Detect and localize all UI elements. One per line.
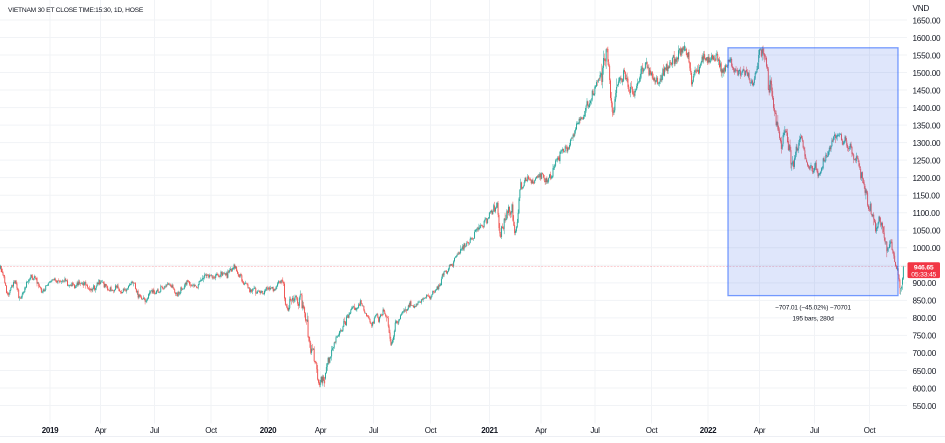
svg-text:1600.00: 1600.00 bbox=[913, 34, 942, 43]
svg-text:2022: 2022 bbox=[700, 426, 717, 435]
svg-text:900.00: 900.00 bbox=[913, 279, 937, 288]
svg-text:1550.00: 1550.00 bbox=[913, 51, 942, 60]
svg-text:Apr: Apr bbox=[535, 426, 547, 435]
svg-text:1150.00: 1150.00 bbox=[913, 192, 941, 201]
svg-text:1100.00: 1100.00 bbox=[913, 209, 941, 218]
svg-text:Jul: Jul bbox=[150, 426, 160, 435]
svg-text:650.00: 650.00 bbox=[913, 367, 937, 376]
svg-text:Apr: Apr bbox=[315, 426, 327, 435]
svg-text:1050.00: 1050.00 bbox=[913, 227, 942, 236]
svg-text:1650.00: 1650.00 bbox=[913, 16, 942, 25]
svg-text:946.65: 946.65 bbox=[914, 264, 934, 271]
svg-text:Jul: Jul bbox=[590, 426, 600, 435]
svg-text:VND: VND bbox=[913, 4, 930, 13]
svg-text:Oct: Oct bbox=[646, 426, 659, 435]
svg-text:Apr: Apr bbox=[95, 426, 107, 435]
svg-text:850.00: 850.00 bbox=[913, 297, 937, 306]
svg-text:1000.00: 1000.00 bbox=[913, 244, 942, 253]
svg-text:1200.00: 1200.00 bbox=[913, 174, 942, 183]
svg-text:2019: 2019 bbox=[42, 426, 59, 435]
svg-text:Jul: Jul bbox=[810, 426, 820, 435]
svg-text:800.00: 800.00 bbox=[913, 314, 937, 323]
svg-text:195 bars, 280d: 195 bars, 280d bbox=[792, 316, 834, 323]
svg-text:Oct: Oct bbox=[425, 426, 438, 435]
svg-text:2020: 2020 bbox=[260, 426, 277, 435]
svg-text:1300.00: 1300.00 bbox=[913, 139, 942, 148]
svg-text:Jul: Jul bbox=[369, 426, 379, 435]
svg-text:700.00: 700.00 bbox=[913, 349, 937, 358]
svg-text:1450.00: 1450.00 bbox=[913, 86, 942, 95]
svg-text:1350.00: 1350.00 bbox=[913, 121, 942, 130]
svg-text:1500.00: 1500.00 bbox=[913, 69, 942, 78]
svg-text:−707.01 (−45.02%) −70701: −707.01 (−45.02%) −70701 bbox=[775, 305, 851, 312]
svg-text:750.00: 750.00 bbox=[913, 332, 937, 341]
svg-text:05:33:45: 05:33:45 bbox=[911, 271, 936, 278]
svg-text:2021: 2021 bbox=[481, 426, 498, 435]
svg-text:Apr: Apr bbox=[754, 426, 766, 435]
svg-text:1250.00: 1250.00 bbox=[913, 156, 942, 165]
svg-text:VIETNAM 30 ET CLOSE TIME:15:30: VIETNAM 30 ET CLOSE TIME:15:30, 1D, HOSE bbox=[8, 7, 144, 14]
svg-text:600.00: 600.00 bbox=[913, 384, 937, 393]
svg-text:550.00: 550.00 bbox=[913, 402, 937, 411]
svg-text:Oct: Oct bbox=[205, 426, 218, 435]
svg-text:Oct: Oct bbox=[864, 426, 877, 435]
svg-text:1400.00: 1400.00 bbox=[913, 104, 942, 113]
